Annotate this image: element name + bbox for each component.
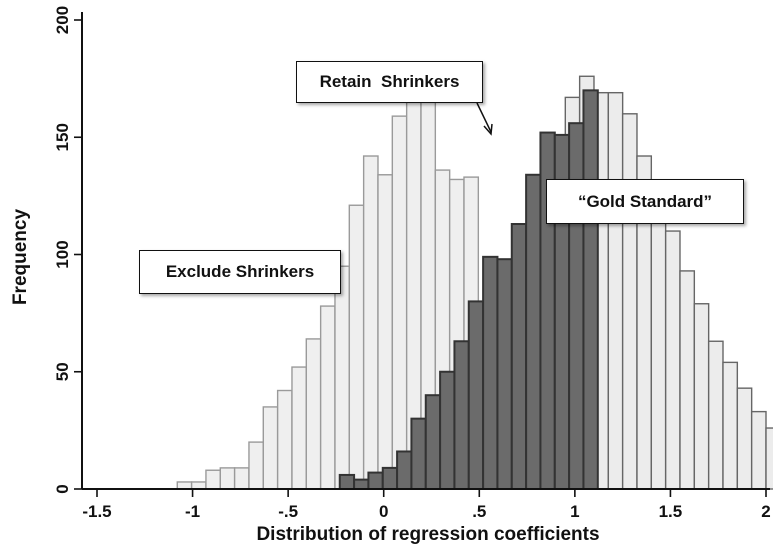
retain-shrinkers-arrow [476, 102, 493, 136]
exclude-bar-9 [305, 338, 322, 490]
retain-bar-2 [367, 471, 384, 490]
gold-bar-27 [750, 410, 767, 490]
gold-bar-26 [736, 387, 753, 490]
retain-bar-8 [453, 340, 470, 491]
exclude-bar-2 [205, 469, 221, 490]
gold-bar-25 [722, 361, 739, 490]
retain-bar-5 [410, 417, 427, 490]
y-axis-ticks: 0 50 100 150 200 [53, 6, 82, 494]
y-tick-label: 200 [53, 6, 72, 34]
exclude-bar-11 [334, 265, 351, 490]
exclude-shrinkers-bars [176, 94, 480, 490]
exclude-bar-10 [319, 305, 336, 490]
exclude-bar-15 [391, 115, 408, 490]
gold-bar-23 [693, 303, 710, 490]
axes [81, 12, 770, 490]
exclude-bar-8 [291, 366, 308, 490]
exclude-bar-4 [233, 467, 250, 490]
x-tick-label: 0 [379, 502, 388, 521]
x-tick-label: -1.5 [82, 502, 111, 521]
gold-bar-22 [679, 270, 696, 490]
gold-bar-21 [664, 230, 681, 490]
x-tick-label: -1 [185, 502, 200, 521]
retain-bar-1 [353, 478, 370, 490]
y-tick-label: 50 [53, 362, 72, 381]
exclude-bar-5 [248, 441, 265, 490]
exclude-bar-7 [276, 389, 293, 490]
x-tick-label: 1.5 [659, 502, 683, 521]
x-tick-label: -.5 [278, 502, 298, 521]
x-axis-ticks: -1.5 -1 -.5 0 .5 1 1.5 2 [82, 489, 771, 521]
exclude-bar-1 [190, 481, 207, 490]
x-tick-label: .5 [472, 502, 486, 521]
exclude-bar-13 [362, 155, 379, 490]
retain-shrinkers-label: Retain Shrinkers [296, 61, 483, 103]
retain-bar-13 [525, 173, 542, 491]
exclude-shrinkers-label: Exclude Shrinkers [139, 250, 341, 294]
exclude-bar-6 [262, 406, 279, 490]
retain-bar-7 [439, 370, 456, 490]
retain-bar-3 [381, 466, 399, 491]
retain-bar-6 [424, 394, 442, 491]
retain-bar-17 [582, 89, 599, 490]
gold-bar-24 [707, 340, 724, 490]
exclude-bar-3 [219, 467, 236, 490]
y-axis-title: Frequency [10, 209, 31, 306]
exclude-bar-0 [176, 481, 193, 490]
y-tick-label: 150 [53, 123, 72, 151]
retain-bar-10 [482, 255, 499, 490]
gold-standard-label: “Gold Standard” [546, 179, 744, 224]
y-tick-label: 0 [53, 484, 72, 493]
retain-bar-4 [396, 450, 413, 491]
gold-bar-18 [621, 113, 638, 490]
retain-bar-12 [510, 223, 528, 490]
x-tick-label: 1 [570, 502, 579, 521]
exclude-bar-12 [348, 204, 365, 490]
gold-bar-17 [607, 91, 624, 490]
x-axis-title: Distribution of regression coefficients [256, 524, 599, 545]
retain-bar-0 [338, 473, 356, 490]
exclude-bar-14 [377, 174, 394, 490]
retain-bar-11 [496, 258, 513, 490]
gold-bar-20 [650, 197, 667, 490]
y-tick-label: 100 [53, 240, 72, 268]
gold-bar-28 [765, 427, 773, 490]
retain-bar-9 [467, 300, 485, 490]
x-tick-label: 2 [761, 502, 770, 521]
